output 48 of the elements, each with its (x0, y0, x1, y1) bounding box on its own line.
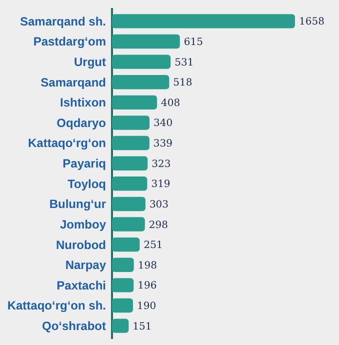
y-tick-label: Samarqand sh. (20, 14, 106, 28)
bar (112, 258, 134, 272)
data-label: 323 (152, 158, 171, 170)
data-label: 251 (144, 240, 163, 252)
data-label: 1658 (299, 16, 324, 28)
data-label: 196 (138, 280, 157, 292)
bar (112, 298, 133, 313)
bar (112, 156, 148, 170)
bar (112, 318, 129, 333)
y-tick-label: Kattaqo‘rg‘on (28, 136, 106, 150)
data-label: 615 (184, 37, 203, 48)
bar (112, 217, 145, 232)
bar (112, 116, 150, 130)
data-label: 151 (132, 321, 152, 332)
data-label: 319 (151, 179, 170, 190)
data-label: 198 (138, 260, 157, 272)
data-label: 298 (148, 220, 168, 231)
data-label: 339 (153, 138, 173, 150)
y-tick-label: Oqdaryo (56, 116, 106, 130)
data-label: 518 (173, 78, 192, 89)
data-label: 408 (161, 98, 180, 109)
data-label: 531 (174, 57, 194, 68)
bar (112, 75, 170, 90)
data-label: 190 (136, 300, 156, 312)
y-tick-label: Paxtachi (56, 278, 106, 292)
data-label: 303 (149, 199, 169, 210)
y-tick-label: Kattaqo‘rg‘on sh. (7, 298, 106, 313)
y-tick-label: Narpay (65, 258, 106, 272)
bar (112, 196, 146, 212)
bar (112, 95, 158, 110)
bar (112, 14, 295, 28)
y-tick-label: Pastdarg‘om (33, 34, 106, 49)
bar (112, 237, 140, 252)
y-tick-label: Payariq (62, 156, 106, 171)
bar (112, 54, 171, 69)
y-tick-label: Nurobod (56, 238, 106, 252)
y-tick-label: Qo‘shrabot (42, 319, 106, 333)
y-tick-label: Urgut (74, 55, 106, 70)
bar (112, 176, 148, 191)
bar (112, 136, 150, 150)
y-tick-label: Ishtixon (60, 96, 106, 110)
y-tick-label: Samarqand (40, 75, 106, 90)
bar (112, 34, 180, 49)
bar (112, 278, 134, 292)
y-tick-label: Bulung‘ur (49, 197, 106, 212)
y-tick-label: Jomboy (60, 217, 106, 232)
data-label: 340 (154, 118, 173, 130)
y-tick-label: Toyloq (68, 176, 106, 191)
